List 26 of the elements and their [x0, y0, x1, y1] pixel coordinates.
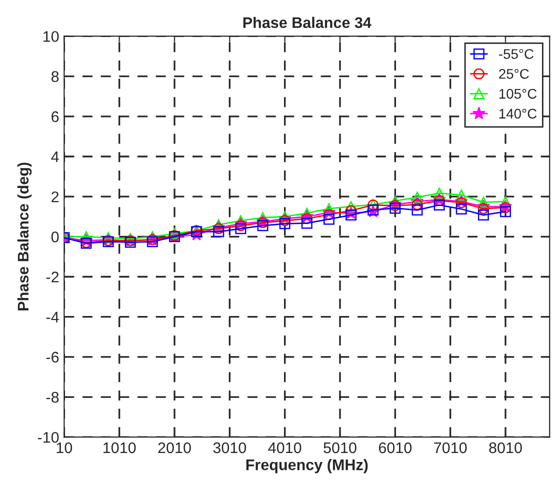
chart-title: Phase Balance 34 [243, 16, 372, 28]
y-tick-label: 2 [52, 191, 59, 202]
legend-label: 25°C [499, 68, 529, 79]
y-tick-label: -4 [46, 312, 59, 322]
y-tick-label: 6 [52, 111, 59, 122]
y-tick-label: 10 [43, 31, 59, 42]
y-tick-label: -8 [46, 392, 59, 403]
x-tick-label: 7010 [434, 442, 467, 454]
x-tick-label: 8010 [489, 442, 522, 454]
y-tick-label: 8 [51, 71, 59, 82]
y-tick-label: 0 [51, 232, 59, 242]
x-tick-label: 3010 [213, 442, 246, 454]
x-tick-label: 1010 [104, 442, 136, 454]
x-axis-title: Frequency (MHz) [246, 458, 368, 474]
y-axis-title: Phase Balance (deg) [17, 162, 32, 310]
x-tick-label: 6010 [378, 442, 412, 454]
y-tick-label: -10 [38, 432, 59, 443]
x-tick-label: 2010 [158, 442, 191, 454]
x-tick-label: 4010 [268, 442, 302, 454]
y-tick-label: 4 [51, 152, 59, 162]
legend-label: 105°C [499, 88, 537, 99]
y-tick-label: -2 [46, 272, 59, 282]
legend-label: 140°C [499, 108, 537, 119]
x-tick-label: 5010 [324, 442, 356, 454]
legend-label: -55°C [498, 49, 534, 59]
y-tick-label: -6 [46, 352, 59, 363]
